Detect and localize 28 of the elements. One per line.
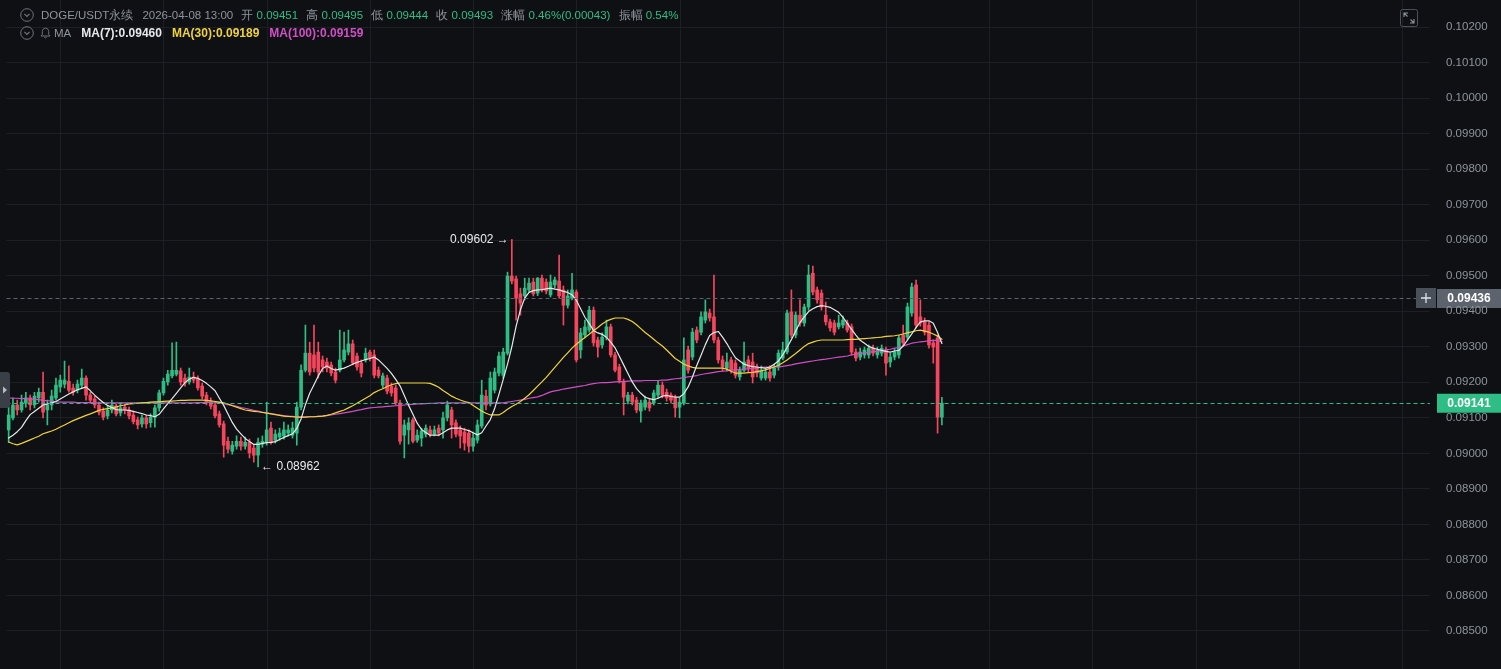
y-tick-label: 0.09500 (1446, 268, 1488, 281)
ref-line-label: 0.09141 (1447, 396, 1492, 411)
y-tick-label: 0.10000 (1446, 91, 1488, 104)
text: MA(30):0.09189 (171, 26, 260, 40)
text: DOGE/USDT永续 (41, 8, 134, 22)
legend-title: MA (54, 26, 72, 40)
y-tick-label: 0.09300 (1446, 339, 1488, 352)
y-tick-label: 0.08900 (1446, 482, 1488, 495)
y-tick-label: 0.08600 (1446, 588, 1488, 601)
y-tick-label: 0.08800 (1446, 517, 1488, 530)
y-tick-label: 0.09000 (1446, 446, 1488, 459)
y-tick-label: 0.09900 (1446, 126, 1488, 139)
ref-line-label: 0.09436 (1447, 291, 1492, 306)
y-tick-label: 0.09700 (1446, 197, 1488, 210)
y-tick-label: 0.09200 (1446, 375, 1488, 388)
annotation: ← 0.08962 (261, 459, 321, 474)
annotation: 0.09602 → (450, 231, 509, 246)
y-tick-label: 0.09800 (1446, 162, 1488, 175)
y-tick-label: 0.08500 (1446, 624, 1488, 637)
y-tick-label: 0.09600 (1446, 233, 1488, 246)
y-tick-label: 0.10100 (1446, 55, 1488, 68)
text: MA(100):0.09159 (269, 26, 364, 40)
y-tick-label: 0.09100 (1446, 410, 1488, 423)
y-tick-label: 0.09400 (1446, 304, 1488, 317)
y-tick-label: 0.08700 (1446, 553, 1488, 566)
y-tick-label: 0.10200 (1446, 20, 1488, 33)
text: MA(7):0.09460 (81, 26, 162, 40)
text: 2026-04-08 13:00 开 0.09451 高 0.09495 低 0.09444 收 0.09493 涨幅 0.46%(0.00043) 振幅 0.54% (142, 9, 679, 21)
